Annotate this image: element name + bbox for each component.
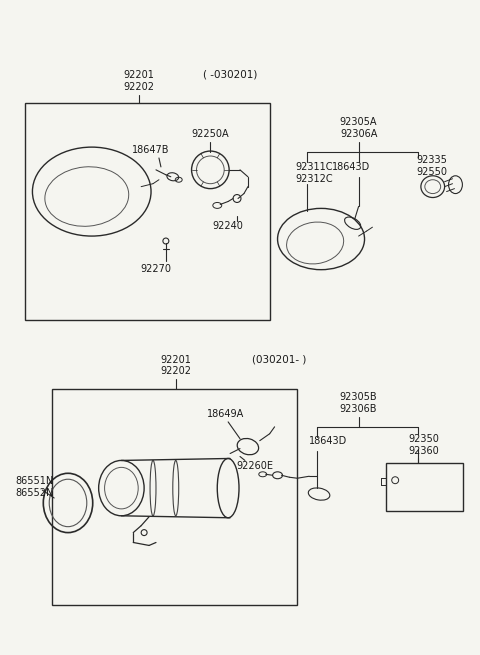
Text: 92311C: 92311C bbox=[295, 162, 333, 172]
Text: (030201- ): (030201- ) bbox=[252, 354, 307, 365]
Text: 18643D: 18643D bbox=[309, 436, 348, 445]
Text: 92201: 92201 bbox=[160, 354, 191, 365]
Text: 92240: 92240 bbox=[213, 221, 243, 231]
Text: 92270: 92270 bbox=[141, 264, 171, 274]
Bar bbox=[386, 463, 463, 511]
Text: 86552N: 86552N bbox=[15, 488, 54, 498]
Text: 92350: 92350 bbox=[408, 434, 439, 443]
Text: 92202: 92202 bbox=[124, 82, 155, 92]
Text: 92306B: 92306B bbox=[340, 404, 377, 414]
Text: 92312C: 92312C bbox=[295, 174, 333, 184]
Text: 92250A: 92250A bbox=[192, 129, 229, 140]
Text: 92306A: 92306A bbox=[340, 129, 377, 140]
Text: 92202: 92202 bbox=[160, 367, 191, 377]
Text: 18647B: 18647B bbox=[132, 145, 170, 155]
Text: ( -030201): ( -030201) bbox=[203, 70, 257, 80]
Text: 92550: 92550 bbox=[416, 167, 447, 177]
Text: 18643D: 18643D bbox=[332, 162, 370, 172]
Text: 92305B: 92305B bbox=[340, 392, 377, 402]
Text: 92335: 92335 bbox=[416, 155, 447, 165]
Text: 92305A: 92305A bbox=[340, 117, 377, 128]
Text: 92201: 92201 bbox=[124, 70, 155, 80]
Bar bbox=[52, 389, 297, 605]
Bar bbox=[24, 103, 270, 320]
Text: 92360: 92360 bbox=[408, 445, 439, 456]
Text: 18649A: 18649A bbox=[206, 409, 244, 419]
Text: 86551N: 86551N bbox=[15, 476, 54, 486]
Text: 92260E: 92260E bbox=[236, 461, 273, 472]
